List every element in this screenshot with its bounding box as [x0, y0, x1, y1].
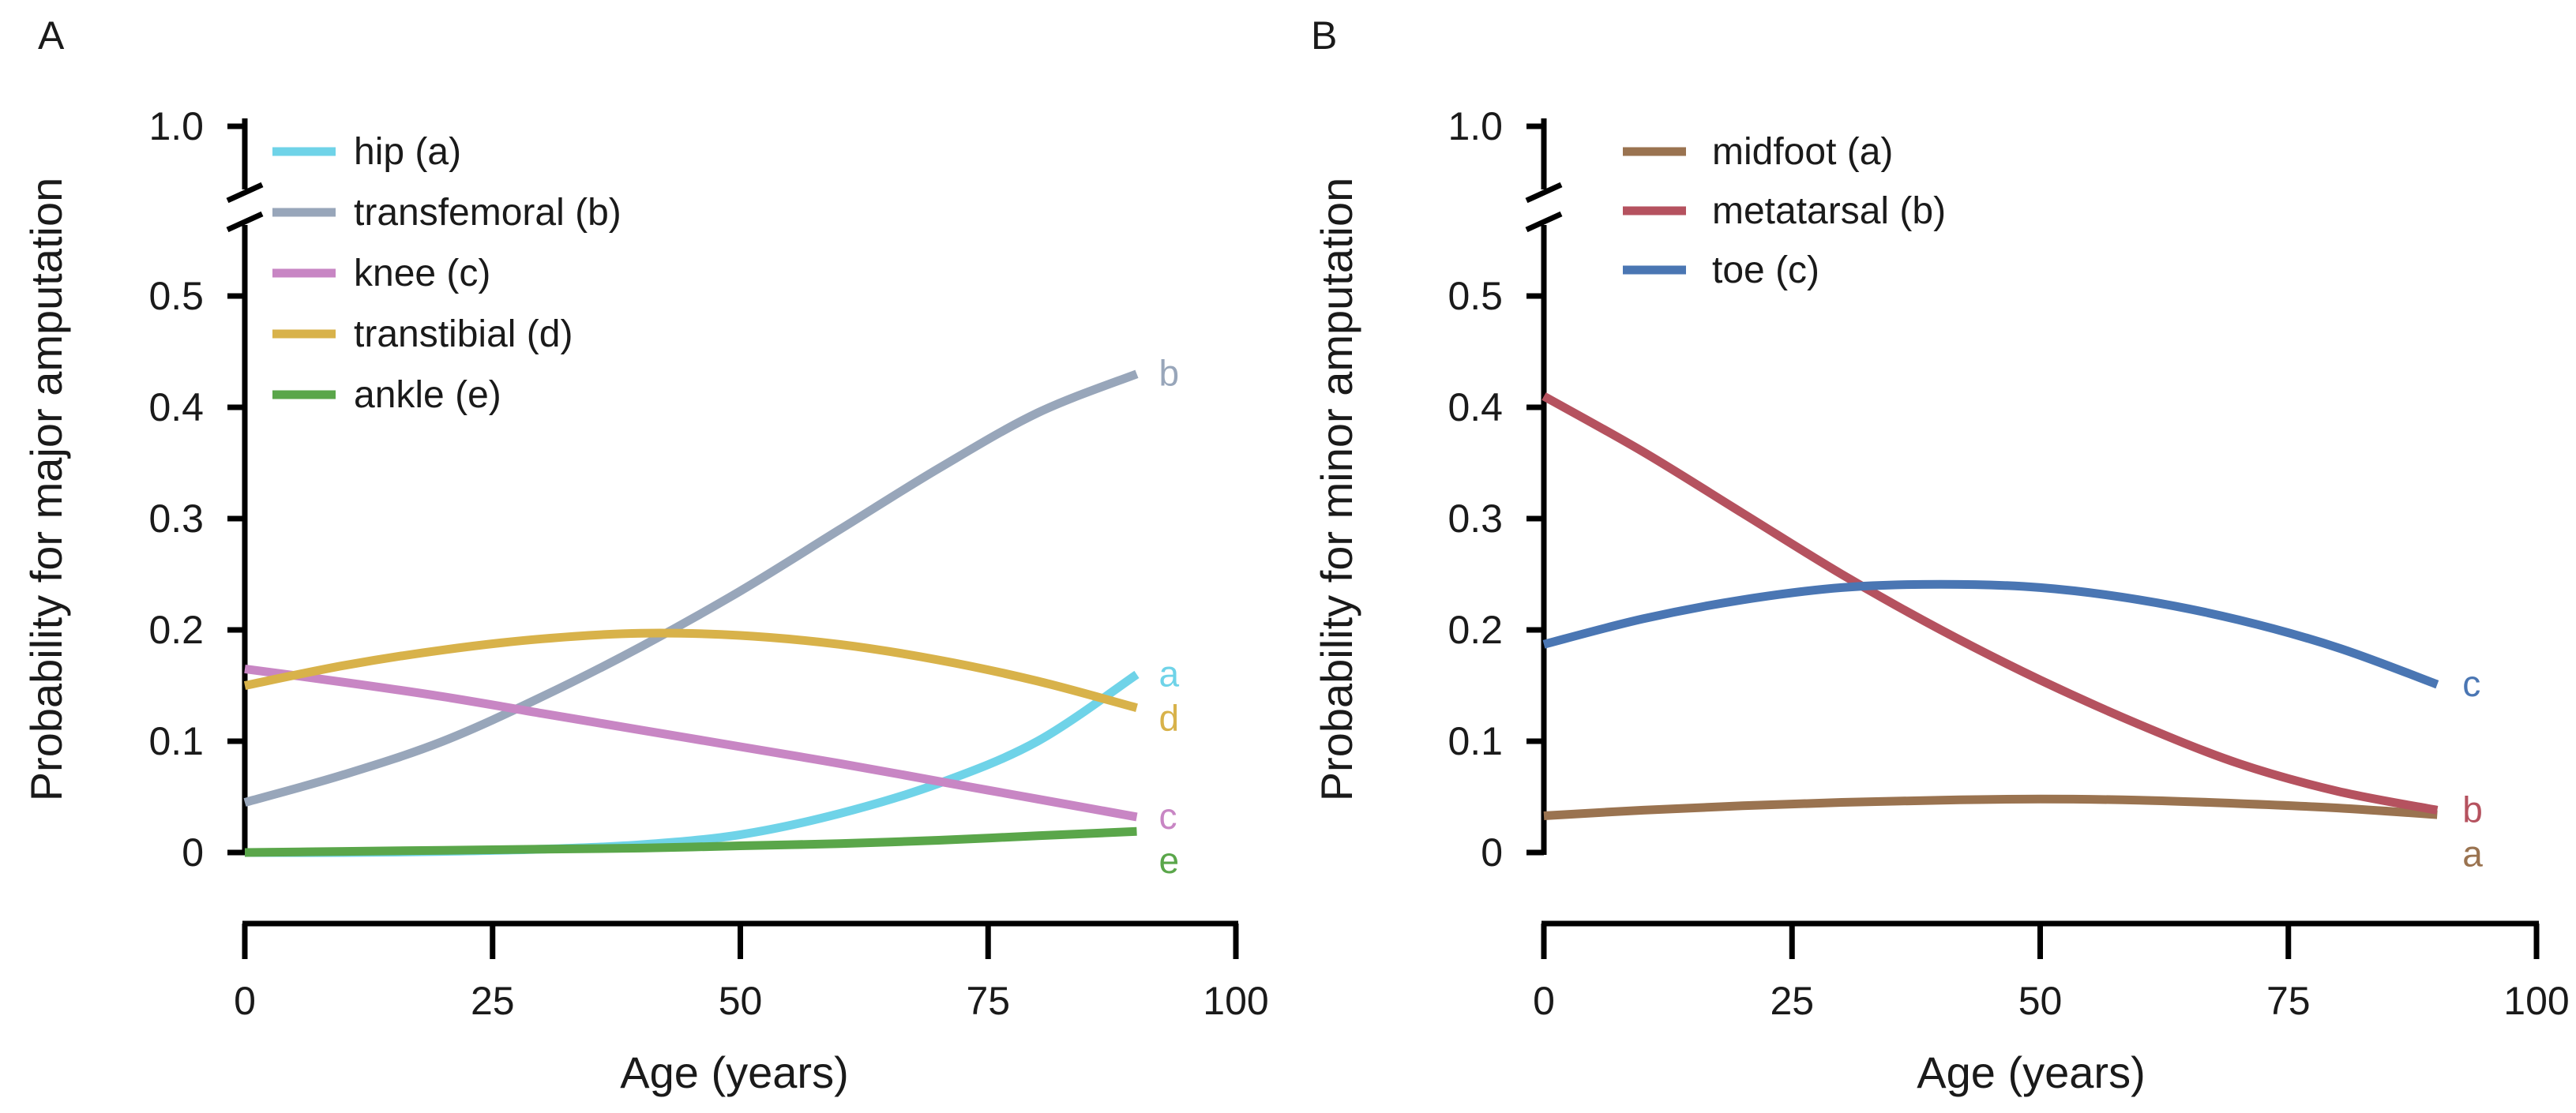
- panel-b-y-tick-label: 0.5: [1448, 274, 1503, 318]
- panel-a-end-label-d: d: [1159, 697, 1180, 738]
- panel-b-y-axis-break-mark: [1525, 182, 1563, 204]
- panel-b-series-line-toe: [1542, 579, 2439, 689]
- panel-b-x-axis-title: Age (years): [1917, 1047, 2145, 1097]
- panel-b-y-axis-break-mark: [1525, 211, 1563, 233]
- panel-a-legend-label-ankle: ankle (e): [354, 374, 501, 416]
- panel-a-end-label-c: c: [1159, 796, 1177, 837]
- panel-b-end-label-c: c: [2462, 663, 2480, 704]
- panel-a-end-label-a: a: [1159, 653, 1180, 694]
- panel-a-x-tick-label: 25: [471, 979, 515, 1023]
- panel-a-x-tick-label: 75: [966, 979, 1010, 1023]
- panel-b-x-tick-label: 50: [2018, 979, 2063, 1023]
- panel-a-series-line-transfemoral: [243, 369, 1139, 807]
- panel-a-y-tick-label: 0.2: [148, 608, 204, 652]
- panel-a-series-line-knee: [244, 664, 1138, 822]
- panel-a-x-axis-title: Age (years): [620, 1047, 848, 1097]
- panel-b-y-tick-label: 0.4: [1448, 385, 1503, 429]
- panel-b-y-tick-label: 1.0: [1448, 104, 1503, 148]
- panel-b-x-tick-label: 25: [1770, 979, 1814, 1023]
- panel-a-end-label-e: e: [1159, 840, 1180, 881]
- panel-b-end-label-a: a: [2462, 833, 2483, 874]
- panel-a-y-tick-label: 1.0: [148, 104, 204, 148]
- panel-a-y-tick-label: 0.3: [148, 497, 204, 541]
- panel-a-legend-label-transtibial: transtibial (d): [354, 313, 573, 355]
- panel-b-legend: midfoot (a) metatarsal (b) toe (c): [1623, 131, 1946, 291]
- panel-a-y-axis-break-mark: [226, 211, 264, 233]
- panel-b: B 0 0.1 0.2 0.3 0.4 0.5 1.0 0 25 50 75 100 c ba midfo…: [1311, 13, 2570, 1097]
- panel-a-end-label-b: b: [1159, 353, 1180, 394]
- panel-a-legend-label-hip: hip (a): [354, 131, 461, 173]
- panel-letter-a: A: [38, 13, 65, 58]
- panel-b-x-tick-label: 0: [1533, 979, 1555, 1023]
- panel-b-y-tick-label: 0.3: [1448, 497, 1503, 541]
- panel-a-y-tick-label: 0.4: [148, 385, 204, 429]
- panel-a-y-tick-label: 0: [182, 830, 204, 875]
- panel-a-y-tick-label: 0.1: [148, 719, 204, 763]
- panel-b-y-axis-title: Probability for minor amputation: [1312, 178, 1361, 802]
- panel-letter-b: B: [1311, 13, 1337, 58]
- panel-a-series-line-ankle: [244, 826, 1137, 857]
- panel-b-x-tick-label: 75: [2266, 979, 2311, 1023]
- panel-b-legend-label-midfoot: midfoot (a): [1712, 131, 1893, 173]
- panel-b-y-tick-label: 0.2: [1448, 608, 1503, 652]
- panel-a-y-axis-title: Probability for major amputation: [21, 178, 71, 802]
- panel-b-y-tick-label: 0: [1481, 830, 1503, 875]
- panel-b-y-tick-label: 0.1: [1448, 719, 1503, 763]
- panel-a-x-tick-label: 100: [1203, 979, 1268, 1023]
- panel-a-legend-label-transfemoral: transfemoral (b): [354, 192, 621, 234]
- panel-b-legend-label-metatarsal: metatarsal (b): [1712, 190, 1946, 232]
- panel-b-end-label-b: b: [2462, 789, 2483, 830]
- panel-a-y-tick-label: 0.5: [148, 274, 204, 318]
- panel-a-legend-label-knee: knee (c): [354, 253, 490, 294]
- panel-b-x-tick-label: 100: [2503, 979, 2569, 1023]
- panel-a: A 0 0.1 0.2 0.3 0.4 0.5 1.0 0 25 50 75 100 b ad ce hip…: [21, 13, 1269, 1097]
- panel-b-plot-area: 0 0.1 0.2 0.3 0.4 0.5 1.0 0 25 50 75 100 c ba: [1448, 104, 2569, 1023]
- panel-b-legend-label-toe: toe (c): [1712, 249, 1819, 291]
- panel-a-y-axis-break-mark: [226, 182, 264, 204]
- panel-a-legend: hip (a) transfemoral (b) knee (c) transtibi…: [272, 131, 621, 416]
- panel-b-series-line-metatarsal: [1541, 392, 2439, 815]
- panel-a-plot-area: 0 0.1 0.2 0.3 0.4 0.5 1.0 0 25 50 75 100 b ad ce: [148, 104, 1268, 1023]
- panel-a-x-tick-label: 0: [234, 979, 256, 1023]
- panel-a-series-line-transtibial: [243, 628, 1138, 713]
- panel-a-x-tick-label: 50: [719, 979, 763, 1023]
- panel-b-series-line-midfoot: [1543, 794, 2438, 820]
